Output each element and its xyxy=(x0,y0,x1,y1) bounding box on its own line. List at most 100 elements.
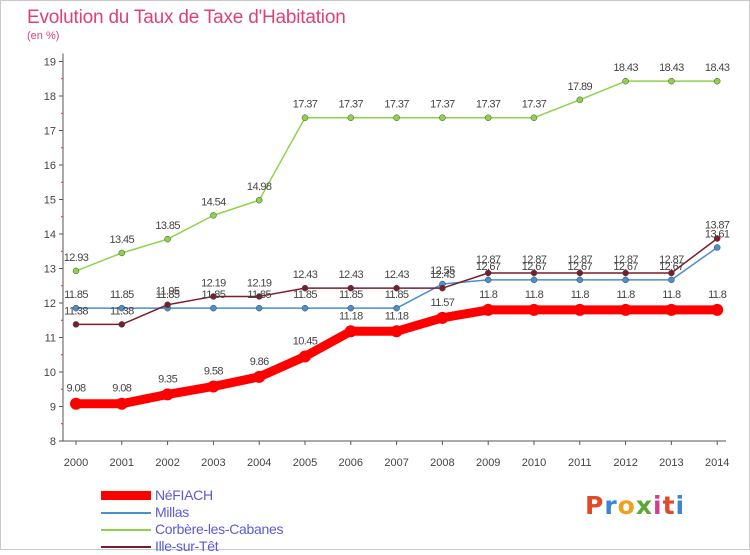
data-point xyxy=(622,77,629,85)
data-point xyxy=(299,350,311,363)
x-tick-label: 2014 xyxy=(705,457,729,469)
y-tick-label: 15 xyxy=(44,195,56,207)
data-label: 11.8 xyxy=(708,289,727,301)
data-label: 12.43 xyxy=(384,269,409,281)
x-tick-label: 2007 xyxy=(384,457,408,469)
x-tick-label: 2005 xyxy=(293,457,317,469)
data-point xyxy=(210,293,217,300)
data-point xyxy=(347,114,355,121)
data-point xyxy=(439,114,446,121)
legend-swatch xyxy=(101,491,151,500)
data-point xyxy=(164,235,171,243)
data-label: 11.85 xyxy=(202,289,226,301)
data-point xyxy=(253,370,266,383)
data-point xyxy=(576,276,584,284)
data-point xyxy=(393,284,400,292)
data-label: 17.37 xyxy=(430,99,455,111)
legend-label: Millas xyxy=(155,504,189,520)
data-label: 12.55 xyxy=(430,265,455,277)
logo-letter: t xyxy=(662,491,676,520)
data-label: 9.58 xyxy=(204,365,223,377)
data-point xyxy=(436,311,449,324)
data-label: 11.85 xyxy=(385,289,409,301)
data-label: 11.85 xyxy=(247,289,271,301)
data-point xyxy=(72,321,80,328)
x-tick-label: 2008 xyxy=(430,457,454,469)
x-tick-label: 2003 xyxy=(201,457,225,469)
data-point xyxy=(711,303,724,316)
axes: 8 9 10 11 12 13 14 15 16 17 18 19 2000 2001 2002 2003 20… xyxy=(44,53,729,469)
data-label: 12.87 xyxy=(613,254,638,266)
data-point xyxy=(301,284,309,292)
y-tick-label: 13 xyxy=(44,264,56,276)
data-label: 12.19 xyxy=(201,277,226,289)
data-point xyxy=(115,397,128,410)
data-point xyxy=(622,269,629,277)
data-point xyxy=(301,114,309,121)
y-tick-label: 17 xyxy=(44,126,56,138)
data-label: 12.43 xyxy=(293,269,318,281)
x-tick-label: 2000 xyxy=(64,457,88,469)
data-point xyxy=(118,249,126,257)
data-point xyxy=(255,293,263,300)
data-label: 10.45 xyxy=(293,335,318,347)
data-point xyxy=(210,304,217,312)
data-label: 12.67 xyxy=(613,261,638,273)
data-point xyxy=(301,304,309,312)
data-label: 18.43 xyxy=(705,62,730,74)
logo-letter: r xyxy=(604,491,618,520)
data-label: 12.87 xyxy=(659,254,684,266)
data-label: 13.87 xyxy=(705,219,730,231)
legend-swatch xyxy=(101,546,151,548)
x-tick-label: 2004 xyxy=(247,457,271,469)
data-label: 12.93 xyxy=(64,252,89,264)
data-point xyxy=(484,114,492,121)
x-tick-label: 2001 xyxy=(110,457,134,469)
legend-item: NéFIACH xyxy=(101,487,361,504)
data-point xyxy=(347,284,355,292)
data-point xyxy=(530,276,538,284)
legend-swatch xyxy=(101,529,151,531)
data-point xyxy=(576,269,584,277)
data-label: 11.8 xyxy=(479,289,498,301)
data-label: 9.35 xyxy=(158,373,177,385)
data-label: 12.87 xyxy=(568,254,593,266)
data-label: 11.85 xyxy=(339,289,363,301)
unit-label: (en %) xyxy=(27,30,60,42)
y-tick-label: 9 xyxy=(50,402,56,414)
data-label: 12.67 xyxy=(659,261,684,273)
data-label: 17.37 xyxy=(384,99,409,111)
data-point xyxy=(70,397,82,410)
y-tick-label: 11 xyxy=(45,333,56,345)
y-tick-label: 8 xyxy=(50,436,56,448)
data-label: 11.95 xyxy=(156,286,180,298)
data-label: 17.37 xyxy=(476,99,501,111)
data-label: 12.43 xyxy=(339,269,364,281)
data-label: 13.45 xyxy=(110,234,135,246)
data-point xyxy=(164,301,171,308)
data-point xyxy=(668,269,675,277)
data-point xyxy=(439,284,446,292)
data-point xyxy=(668,276,675,284)
data-point xyxy=(255,196,263,204)
data-label: 17.37 xyxy=(339,99,364,111)
y-tick-label: 19 xyxy=(44,57,56,69)
data-point xyxy=(484,269,492,277)
data-point xyxy=(576,96,584,104)
series-line xyxy=(76,305,718,409)
data-point xyxy=(344,325,357,338)
legend-item: Ille-sur-Têt xyxy=(101,538,361,555)
data-point xyxy=(528,303,540,316)
logo-letter: x xyxy=(635,491,653,520)
logo-letter: i xyxy=(653,491,663,520)
data-point xyxy=(72,304,80,312)
data-point xyxy=(393,114,400,121)
data-label: 11.18 xyxy=(339,310,363,322)
x-tick-label: 2010 xyxy=(522,457,546,469)
data-point xyxy=(255,304,263,312)
data-label: 17.37 xyxy=(522,99,547,111)
data-label: 11.38 xyxy=(110,305,134,317)
data-label: 9.08 xyxy=(112,383,131,395)
data-label: 12.19 xyxy=(247,277,272,289)
y-tick-label: 14 xyxy=(44,229,56,241)
